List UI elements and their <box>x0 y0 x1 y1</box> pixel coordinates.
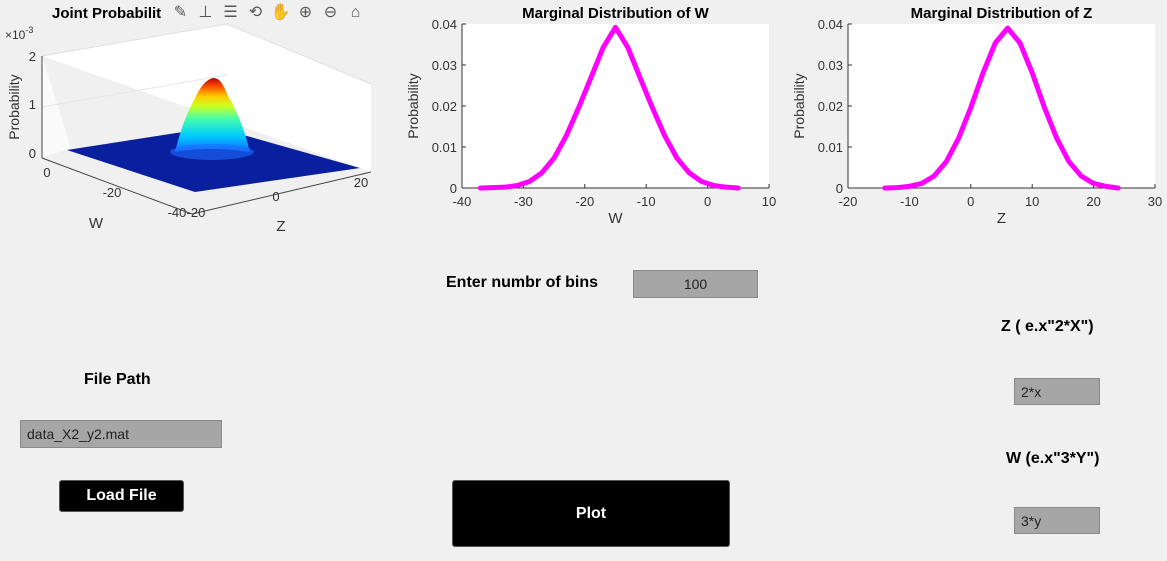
y-axis-label: Probability <box>405 73 421 138</box>
zoom-in-icon[interactable]: ⊕ <box>298 4 313 21</box>
y-tick-label: 0.03 <box>432 58 457 73</box>
marginal-z-chart[interactable]: -20 -10 0 10 20 30 0 0.01 0.02 0.03 0.04 Marginal D… <box>786 0 1167 240</box>
y-tick-label: 0 <box>836 181 843 196</box>
w-tick: -40 <box>168 205 187 220</box>
file-path-label: File Path <box>84 371 151 388</box>
series-line <box>477 24 741 191</box>
data-tips-icon[interactable]: ⊥ <box>198 4 213 21</box>
z-axis-label: Z <box>276 218 285 235</box>
y-tick-label: 0.01 <box>432 140 457 155</box>
series-line <box>882 25 1121 191</box>
z-expression-label: Z ( e.x"2*X") <box>1001 318 1094 335</box>
x-tick-label: -30 <box>514 194 533 209</box>
load-file-button[interactable]: Load File <box>59 480 184 512</box>
x-axis-label: Z <box>997 210 1006 227</box>
x-axis-label: W <box>608 210 623 227</box>
zprob-tick: 1 <box>29 97 36 112</box>
x-tick-label: 30 <box>1148 194 1162 209</box>
bins-label: Enter numbr of bins <box>446 274 598 291</box>
w-tick: 0 <box>43 165 50 180</box>
zprob-tick: 0 <box>29 146 36 161</box>
z-tick: 20 <box>354 175 368 190</box>
x-tick-label: 0 <box>967 194 974 209</box>
bins-input[interactable] <box>633 270 758 298</box>
rotate-icon[interactable]: ⟲ <box>248 4 263 21</box>
y-tick-label: 0.04 <box>818 17 843 32</box>
y-tick-label: 0.01 <box>818 140 843 155</box>
brush-icon[interactable]: ✎ <box>173 4 188 21</box>
y-tick-label: 0.02 <box>818 99 843 114</box>
pan-icon[interactable]: ✋ <box>270 4 291 21</box>
exponent-label: ×10-3 <box>5 25 33 42</box>
z-tick: -20 <box>187 205 206 220</box>
x-tick-label: 20 <box>1086 194 1100 209</box>
y-tick-label: 0.02 <box>432 99 457 114</box>
x-tick-label: -10 <box>900 194 919 209</box>
legend-icon[interactable]: ☰ <box>223 4 238 21</box>
plot-area <box>462 24 769 188</box>
x-tick-label: 10 <box>1025 194 1039 209</box>
home-icon[interactable]: ⌂ <box>350 4 361 21</box>
plot3d-ylabel: Probability <box>6 74 22 139</box>
x-tick-label: -40 <box>453 194 472 209</box>
zprob-tick: 2 <box>29 49 36 64</box>
x-tick-label: 0 <box>704 194 711 209</box>
file-path-input[interactable] <box>20 420 222 448</box>
x-tick-label: 10 <box>762 194 776 209</box>
w-tick: -20 <box>103 185 122 200</box>
plot3d-title: Joint Probabilit <box>52 5 161 22</box>
y-tick-label: 0.03 <box>818 58 843 73</box>
joint-probability-plot[interactable]: 0 1 2 ×10-3 Probability 0 -20 -40 W -20 … <box>0 0 380 240</box>
chart-title: Marginal Distribution of Z <box>911 5 1093 22</box>
x-tick-label: -20 <box>839 194 858 209</box>
w-axis-label: W <box>89 215 104 232</box>
w-expression-input[interactable] <box>1014 507 1100 534</box>
chart-title: Marginal Distribution of W <box>522 5 709 22</box>
zoom-out-icon[interactable]: ⊖ <box>323 4 338 21</box>
z-expression-input[interactable] <box>1014 378 1100 405</box>
y-axis-label: Probability <box>791 73 807 138</box>
marginal-w-chart[interactable]: -40 -30 -20 -10 0 10 0 0.01 0.02 0.03 0.04 Marginal… <box>400 0 785 240</box>
x-tick-label: -10 <box>637 194 656 209</box>
z-tick: 0 <box>272 189 279 204</box>
plot-button[interactable]: Plot <box>452 480 730 547</box>
plot-area <box>848 24 1155 188</box>
w-expression-label: W (e.x"3*Y") <box>1006 450 1100 467</box>
x-tick-label: -20 <box>575 194 594 209</box>
axes-toolbar: ✎ ⊥ ☰ ⟲ ✋ ⊕ ⊖ ⌂ <box>170 2 366 24</box>
y-tick-label: 0.04 <box>432 17 457 32</box>
y-tick-label: 0 <box>450 181 457 196</box>
